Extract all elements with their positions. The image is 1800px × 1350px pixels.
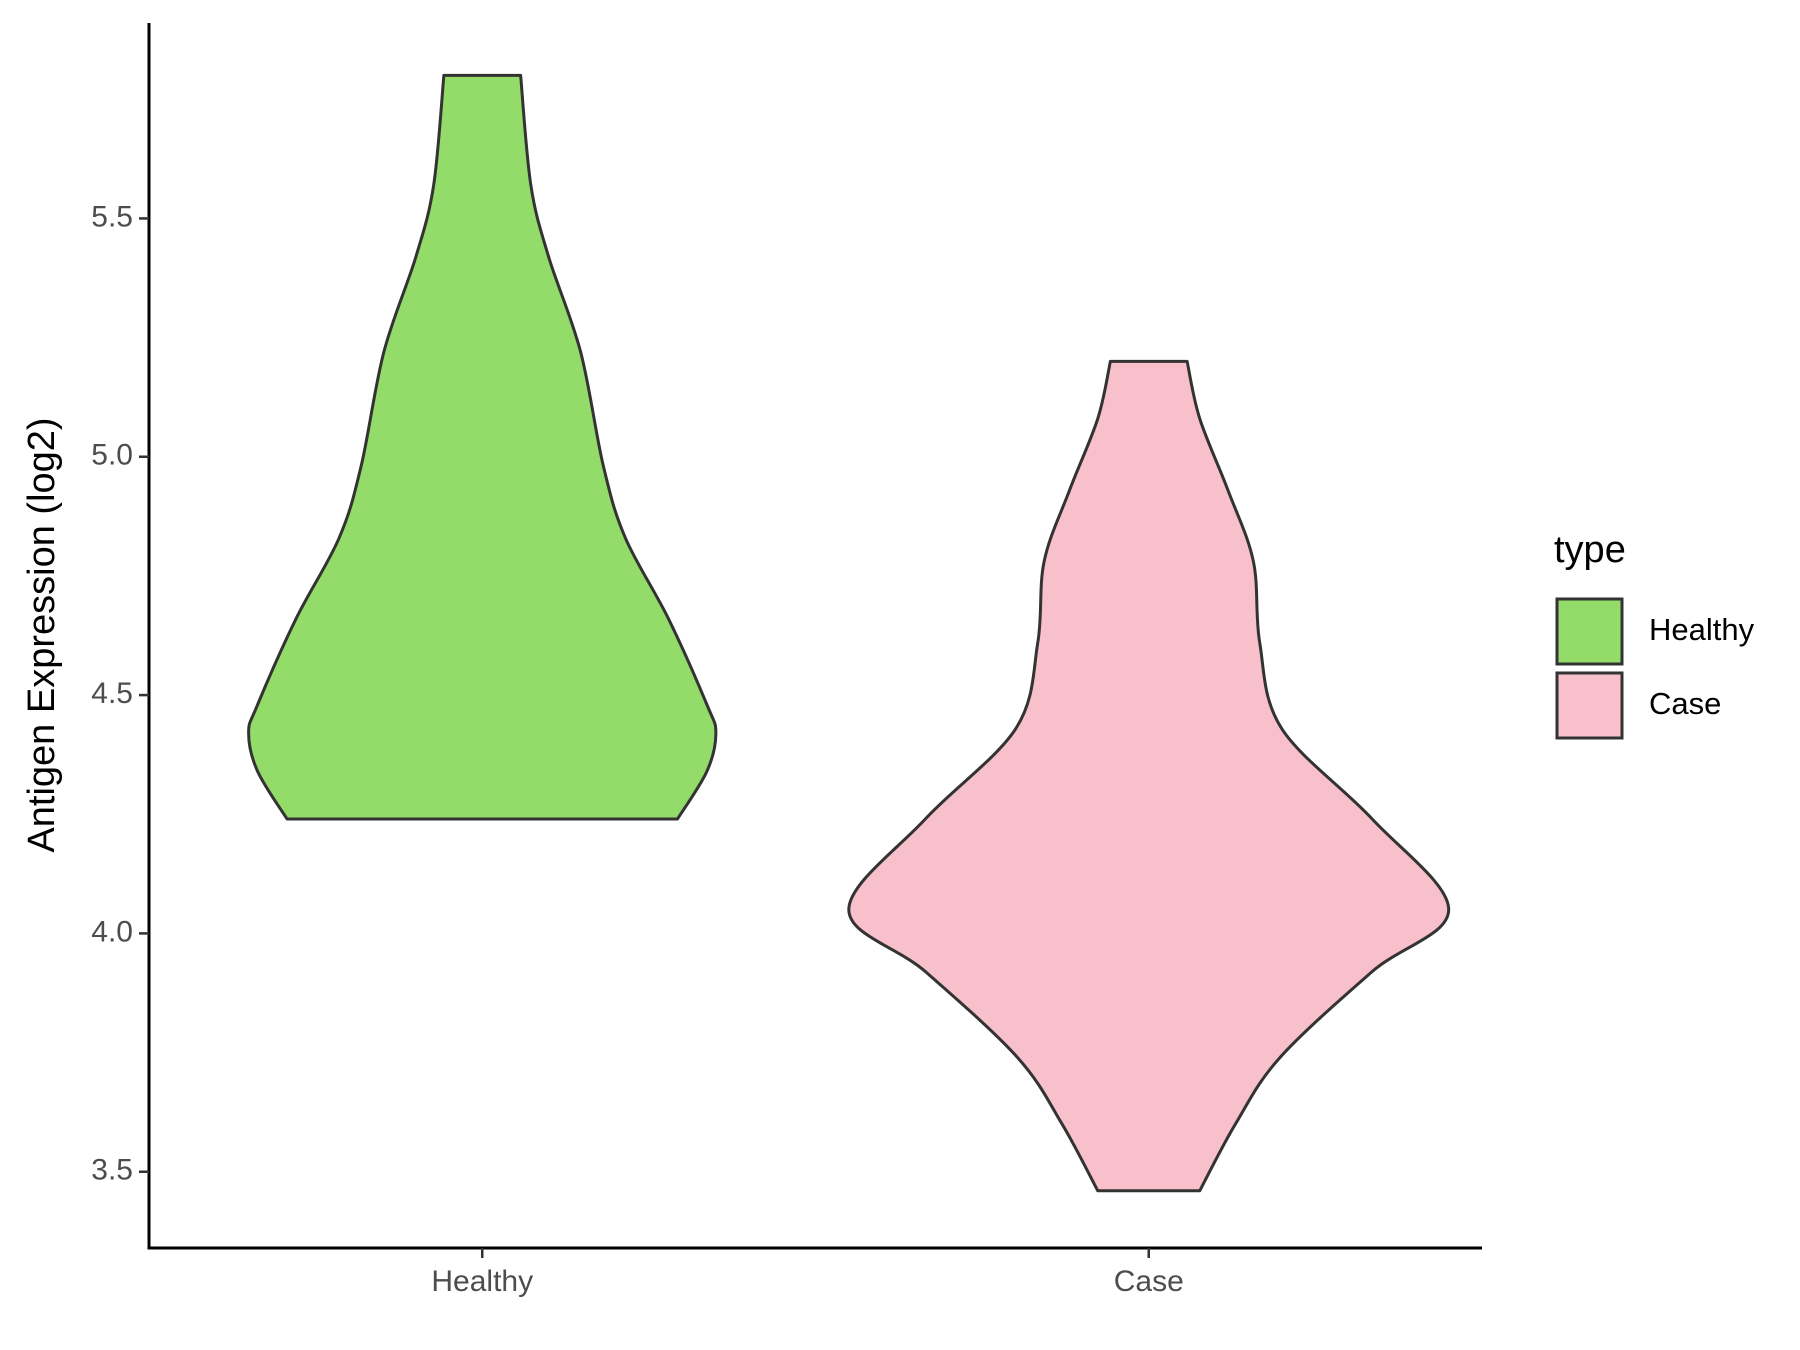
x-tick-label: Case bbox=[1114, 1265, 1184, 1298]
legend-key bbox=[1555, 597, 1624, 666]
y-axis-title: Antigen Expression (log2) bbox=[21, 417, 63, 852]
legend-label: Healthy bbox=[1649, 612, 1755, 647]
legend-label: Case bbox=[1649, 686, 1721, 721]
y-tick-label: 5.5 bbox=[91, 200, 133, 233]
legend-key bbox=[1555, 671, 1624, 740]
violin bbox=[847, 359, 1451, 1193]
violin bbox=[247, 73, 718, 821]
y-tick-label: 4.0 bbox=[91, 915, 133, 948]
y-tick-label: 3.5 bbox=[91, 1154, 133, 1187]
x-tick-label: Healthy bbox=[431, 1265, 533, 1298]
legend-title: type bbox=[1554, 529, 1626, 571]
y-tick-label: 5.0 bbox=[91, 439, 133, 472]
y-tick-label: 4.5 bbox=[91, 677, 133, 710]
